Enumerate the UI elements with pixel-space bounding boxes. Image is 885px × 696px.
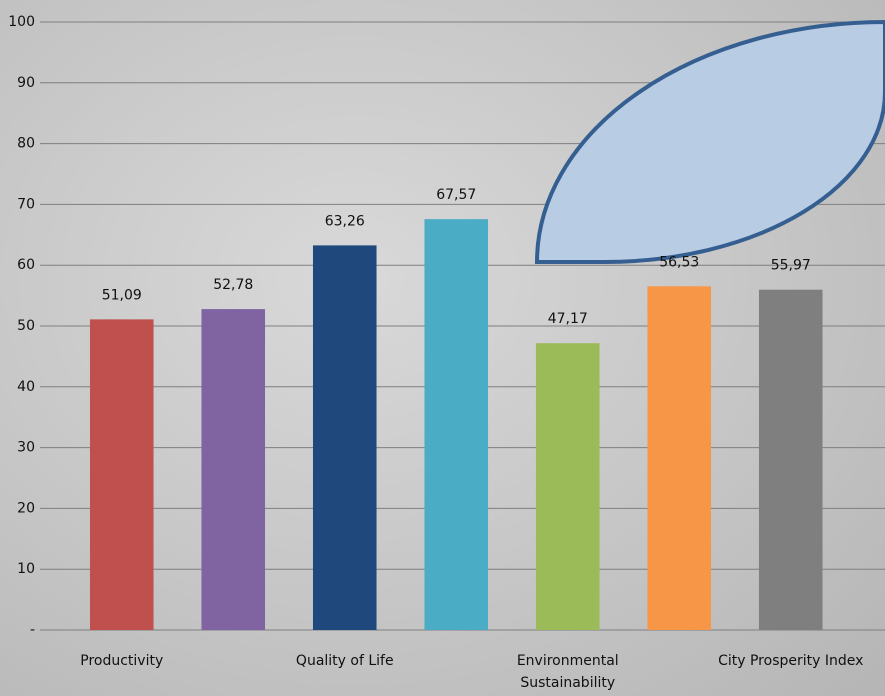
value-label: 67,57 [436, 187, 476, 203]
value-label: 63,26 [325, 213, 365, 229]
arch-decoration [534, 19, 885, 264]
bar [201, 309, 266, 630]
x-tick-label: Quality of Life [295, 653, 394, 669]
bars: 51,09 52,78 63,26 67,57 47,17 56,53 55,97 [89, 187, 823, 631]
y-tick-label: 30 [17, 440, 35, 456]
y-tick-label: - [30, 622, 35, 638]
bar [312, 245, 377, 630]
y-tick-label: 40 [17, 379, 35, 395]
y-tick-label: 10 [17, 561, 35, 577]
value-label: 52,78 [213, 277, 253, 293]
value-label: 56,53 [659, 254, 699, 270]
bar [535, 343, 600, 630]
y-tick-label: 50 [17, 318, 35, 334]
y-tick-label: 60 [17, 257, 35, 273]
value-label: 47,17 [548, 311, 588, 327]
value-label: 55,97 [771, 258, 811, 274]
bar [758, 289, 823, 630]
grid: - 10 20 30 40 50 60 70 80 90 100 [8, 14, 885, 638]
bar [89, 319, 154, 630]
value-label: 51,09 [102, 287, 142, 303]
y-tick-label: 80 [17, 136, 35, 152]
x-tick-label: City Prosperity Index [718, 653, 864, 669]
x-tick-label: Environmental Sustainability [516, 653, 619, 691]
y-tick-label: 90 [17, 75, 35, 91]
y-tick-label: 20 [17, 500, 35, 516]
y-tick-label: 100 [8, 14, 35, 30]
bar [424, 219, 489, 631]
y-tick-label: 70 [17, 196, 35, 212]
bar [647, 286, 712, 630]
x-tick-label: Productivity [80, 653, 164, 669]
